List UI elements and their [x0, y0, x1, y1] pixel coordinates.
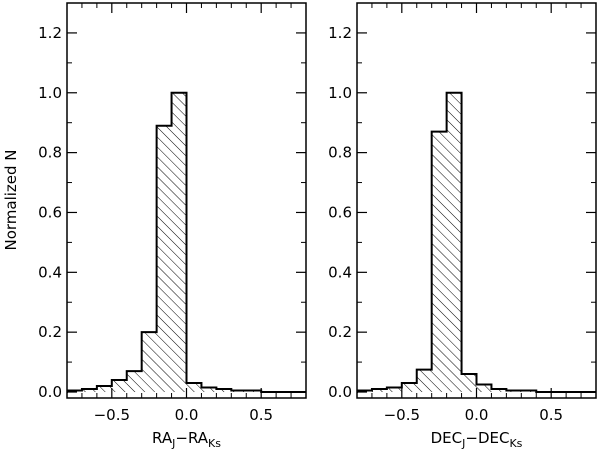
left-y-tick-label: 0.0 [38, 383, 62, 401]
left-y-tick-label: 0.8 [38, 144, 62, 162]
right-ticks: −0.5 0.0 0.5 0.0 0.2 0.4 0.6 0.8 1.0 1.2 [328, 3, 596, 424]
left-histogram-outline [67, 91, 306, 394]
left-ticks: −0.5 0.0 0.5 0.0 0.2 0.4 0.6 0.8 1.0 1.2 [38, 3, 306, 424]
right-x-tick-label: −0.5 [384, 406, 420, 424]
right-y-tick-label: 1.0 [328, 84, 352, 102]
left-x-tick-label: −0.5 [94, 406, 130, 424]
left-bar [126, 371, 142, 393]
left-y-tick-label: 0.6 [38, 203, 62, 221]
right-bar [476, 384, 492, 393]
left-bar [171, 92, 187, 393]
left-y-tick-label: 1.0 [38, 84, 62, 102]
left-bar [111, 380, 127, 393]
right-y-tick-label: 0.4 [328, 263, 352, 281]
left-bar [201, 387, 217, 393]
right-y-tick-label: 0.8 [328, 144, 352, 162]
left-x-tick-label: 0.5 [249, 406, 273, 424]
left-y-tick-label: 0.4 [38, 263, 62, 281]
left-bar [141, 332, 157, 393]
left-bar [156, 125, 172, 393]
left-bar [81, 389, 97, 393]
right-bar [431, 131, 447, 393]
right-y-tick-label: 1.2 [328, 24, 352, 42]
right-bar [401, 383, 417, 393]
right-bar [491, 389, 507, 393]
left-y-axis-label: Normalized N [2, 149, 20, 250]
right-bar [386, 387, 402, 393]
left-x-tick-label: 0.0 [175, 406, 199, 424]
left-bar [186, 383, 202, 393]
left-panel: −0.5 0.0 0.5 0.0 0.2 0.4 0.6 0.8 1.0 1.2 Normaliz… [2, 2, 307, 450]
right-x-axis-label: DECJ−DECKs [431, 429, 523, 450]
left-plot-frame [66, 2, 307, 399]
right-bar [446, 92, 462, 393]
right-bar [416, 369, 432, 393]
right-bar [461, 374, 477, 393]
left-y-tick-label: 1.2 [38, 24, 62, 42]
left-x-axis-label: RAJ−RAKs [152, 429, 221, 450]
right-y-tick-label: 0.6 [328, 203, 352, 221]
right-y-tick-label: 0.0 [328, 383, 352, 401]
right-panel: −0.5 0.0 0.5 0.0 0.2 0.4 0.6 0.8 1.0 1.2 DECJ−DEC… [328, 2, 597, 450]
left-bars [67, 91, 306, 394]
right-x-tick-label: 0.0 [465, 406, 489, 424]
right-x-tick-label: 0.5 [539, 406, 563, 424]
left-bar [216, 389, 232, 393]
right-plot-frame [356, 2, 597, 399]
right-y-tick-label: 0.2 [328, 323, 352, 341]
right-histogram-outline [357, 91, 596, 394]
left-bar [96, 386, 112, 393]
right-bar [371, 389, 387, 393]
left-y-tick-label: 0.2 [38, 323, 62, 341]
right-bars [357, 91, 596, 394]
